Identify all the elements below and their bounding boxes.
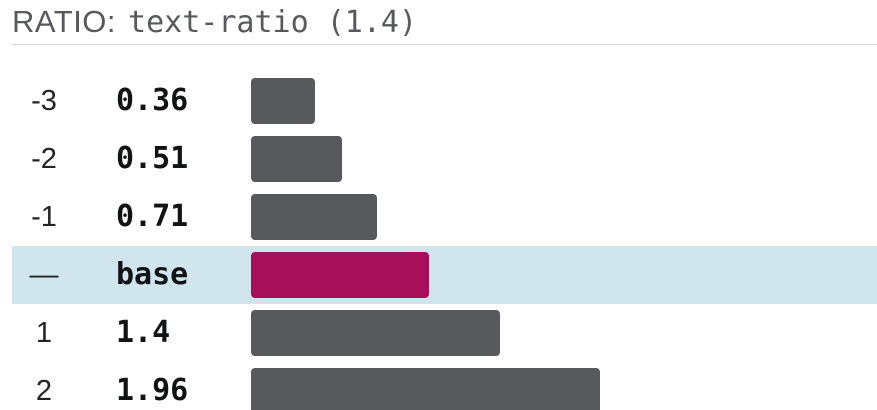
- scale-bar: [251, 78, 315, 124]
- scale-bar: [251, 136, 342, 182]
- scale-step: 2: [35, 375, 53, 407]
- scale-bar: [251, 368, 600, 410]
- scale-row: -3 0.36: [12, 72, 877, 130]
- scale-row: 1 1.4: [12, 304, 877, 362]
- scale-value: 0.51: [116, 141, 189, 176]
- scale-value: base: [116, 257, 189, 292]
- scale-step: —: [29, 259, 59, 291]
- scale-value: 1.4: [116, 315, 171, 350]
- scale-value: 0.71: [116, 199, 189, 234]
- scale-step: 1: [35, 317, 53, 349]
- scale-row-base: — base: [12, 246, 877, 304]
- scale-row: 2 1.96: [12, 362, 877, 410]
- section-title: RATIO: text-ratio (1.4): [12, 0, 417, 44]
- scale-value: 0.36: [116, 83, 189, 118]
- section-title-label: RATIO:: [12, 4, 117, 39]
- scale-row: -2 0.51: [12, 130, 877, 188]
- section-title-code: text-ratio (1.4): [128, 4, 418, 40]
- scale-step: -3: [31, 85, 57, 117]
- title-divider: [12, 44, 877, 45]
- scale-bar-base: [251, 252, 429, 298]
- scale-value: 1.96: [116, 373, 189, 408]
- scale-step: -1: [31, 201, 57, 233]
- scale-bar: [251, 310, 500, 356]
- scale-step: -2: [31, 143, 57, 175]
- scale-bar: [251, 194, 377, 240]
- ratio-scale-table: -3 0.36 -2 0.51 -1 0.71 — base 1 1.4 2 1…: [12, 72, 877, 410]
- scale-row: -1 0.71: [12, 188, 877, 246]
